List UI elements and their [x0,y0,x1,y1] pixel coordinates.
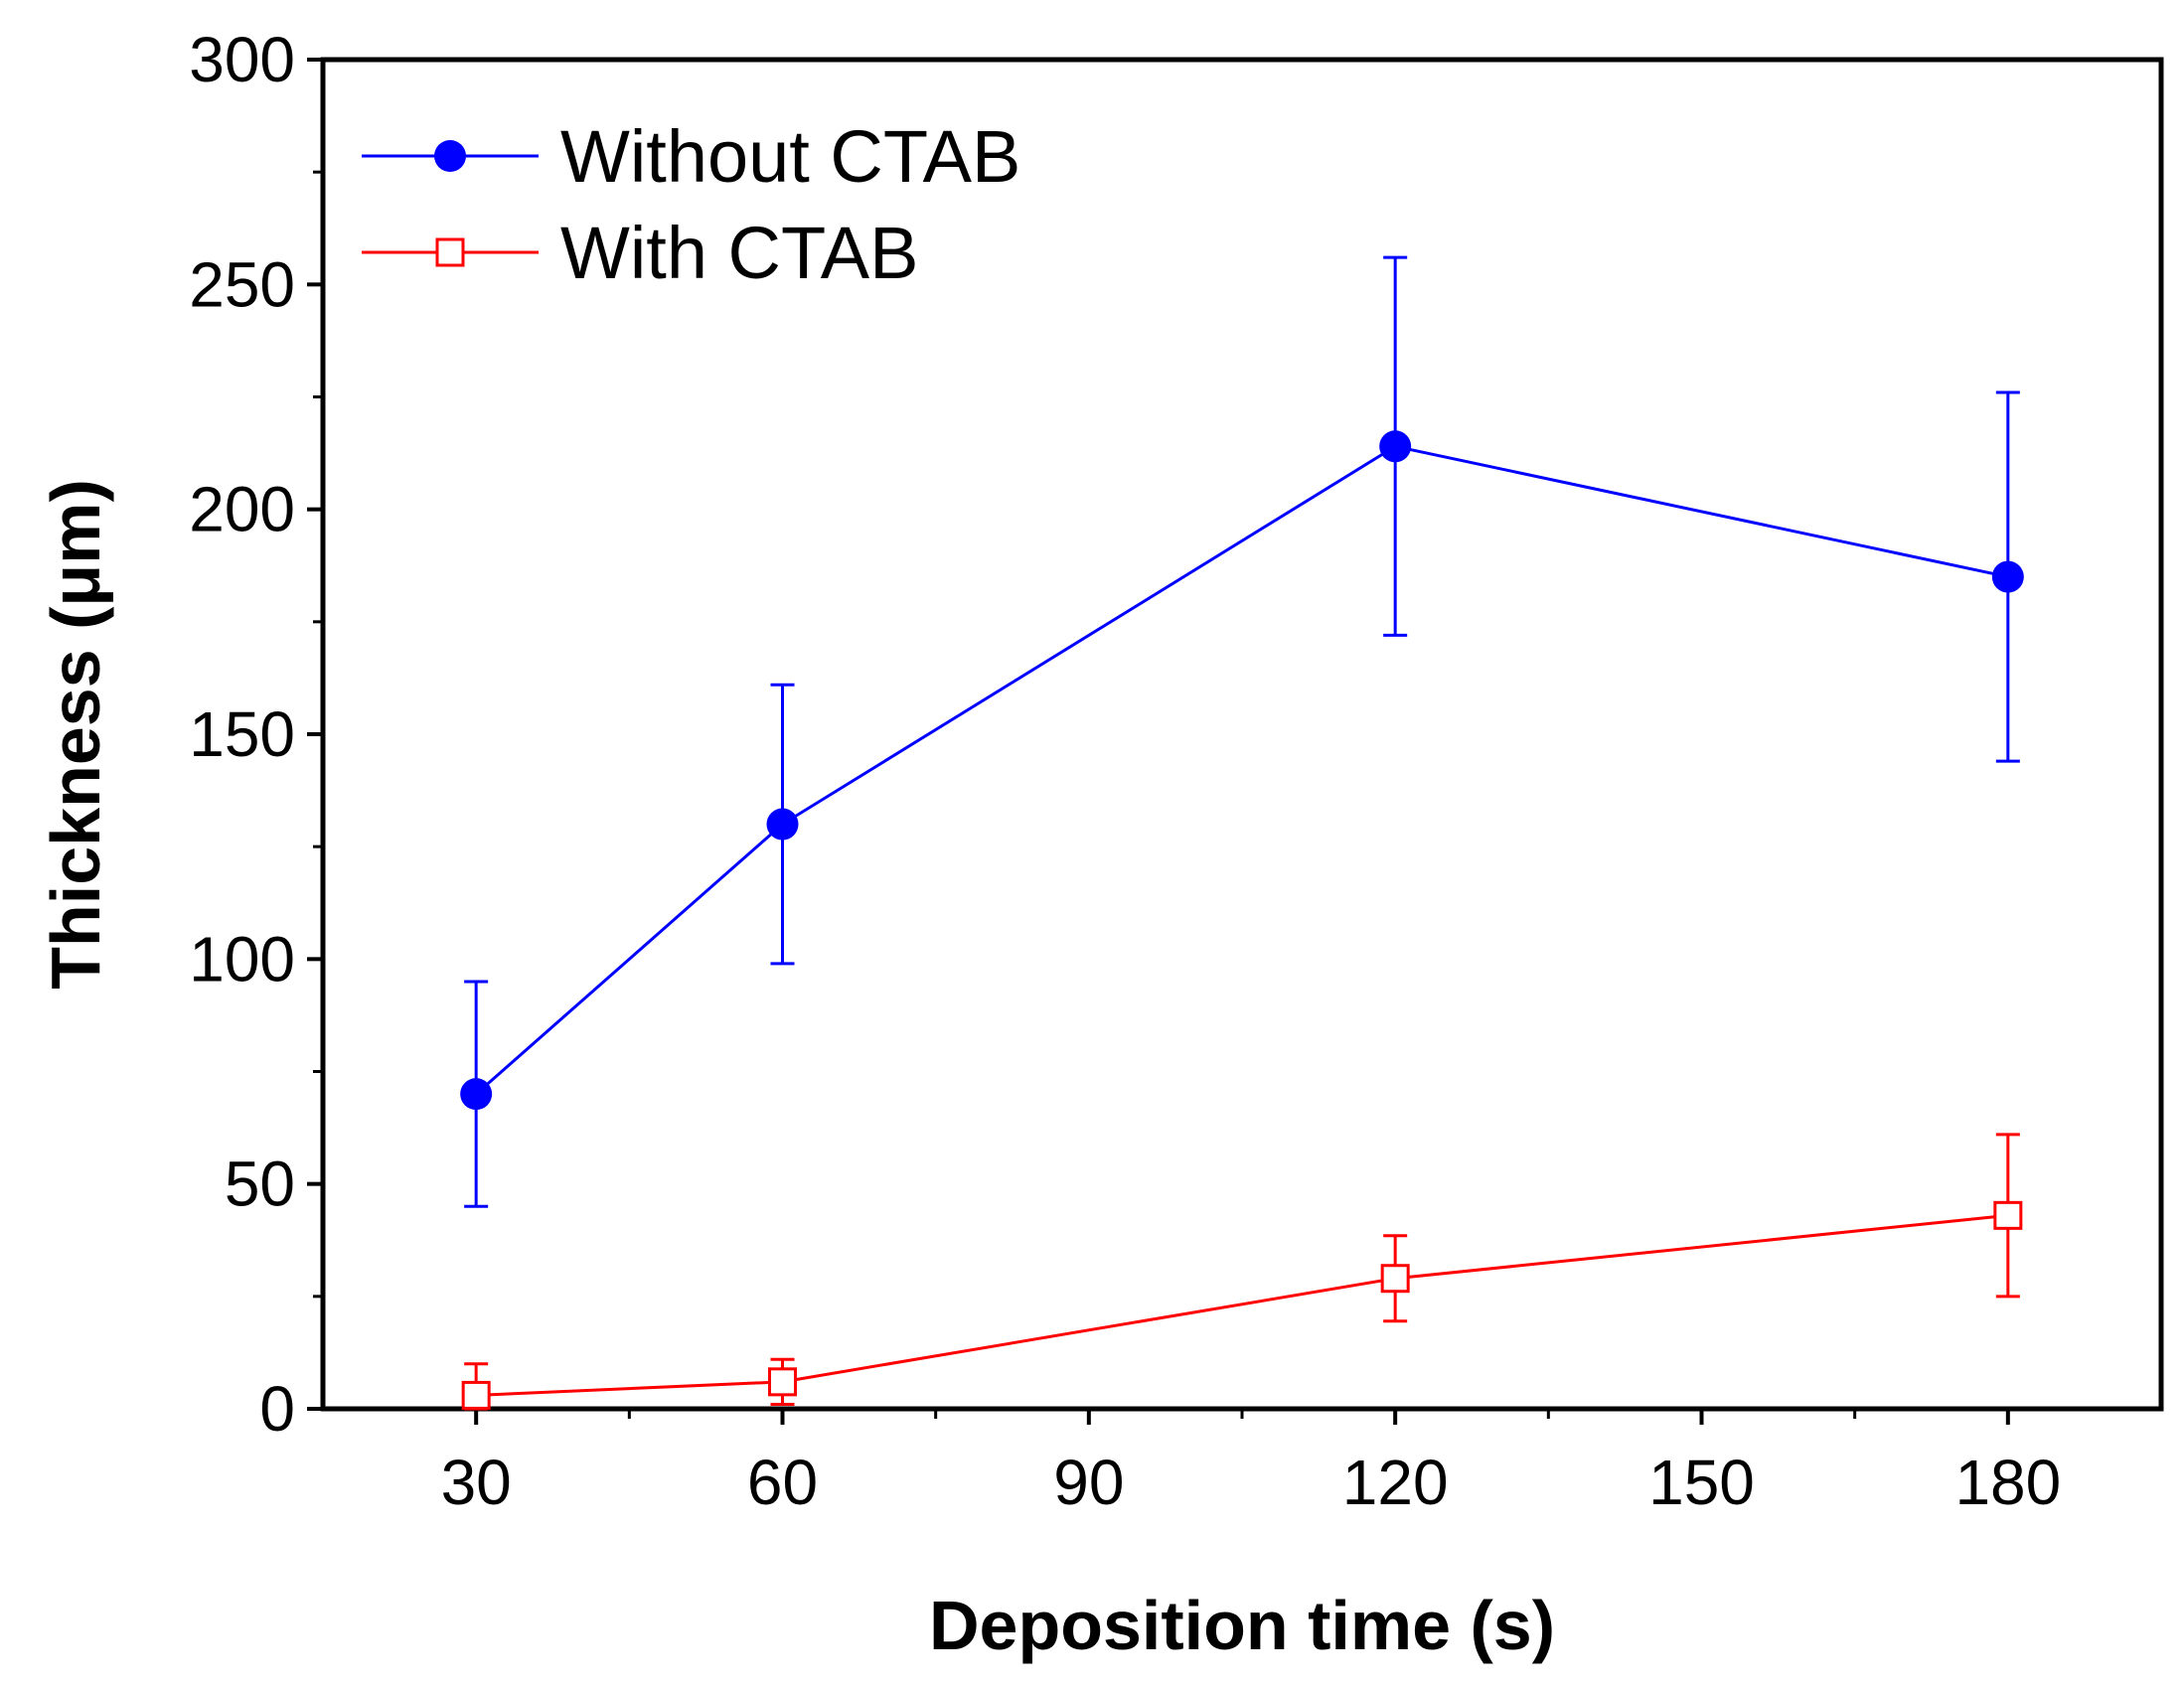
y-tick-label: 250 [189,248,295,320]
legend: Without CTAB With CTAB [362,115,1020,294]
series-without-ctab [460,255,2024,1208]
legend-marker-without-ctab [434,140,466,172]
y-axis-title: Thickness (μm) [37,479,114,990]
x-tick-label: 150 [1648,1447,1755,1518]
data-point-without-ctab [1991,560,2024,593]
data-point-with-ctab [1993,1200,2023,1230]
x-tick-label: 90 [1053,1447,1124,1518]
x-tick-label: 30 [441,1447,512,1518]
y-tick-label: 0 [259,1373,295,1445]
tick-marks [307,58,2010,1425]
y-tick-label: 200 [189,474,295,545]
series-line-without-ctab [475,444,2009,1096]
x-tick-label: 180 [1954,1447,2061,1518]
legend-marker-with-ctab [435,237,465,267]
data-point-with-ctab [1380,1264,1410,1294]
y-tick-label: 300 [189,24,295,95]
x-tick-label: 60 [747,1447,818,1518]
legend-label-without-ctab: Without CTAB [560,115,1020,198]
data-point-without-ctab [460,1078,493,1111]
data-point-without-ctab [1379,430,1412,463]
x-axis-title: Deposition time (s) [929,1587,1555,1664]
y-tick-label: 150 [189,698,295,770]
legend-label-with-ctab: With CTAB [560,212,918,294]
x-tick-label: 120 [1342,1447,1449,1518]
data-point-with-ctab [461,1380,491,1410]
series-with-ctab [461,1133,2023,1411]
data-series [460,255,2024,1411]
series-line-with-ctab [476,1213,2008,1397]
data-point-with-ctab [768,1367,797,1397]
y-tick-label: 50 [225,1149,295,1220]
y-tick-label: 100 [189,923,295,995]
data-point-without-ctab [766,808,799,841]
tick-labels: 30 60 90 120 150 180 0 50 100 150 200 250 300 [189,24,2061,1518]
